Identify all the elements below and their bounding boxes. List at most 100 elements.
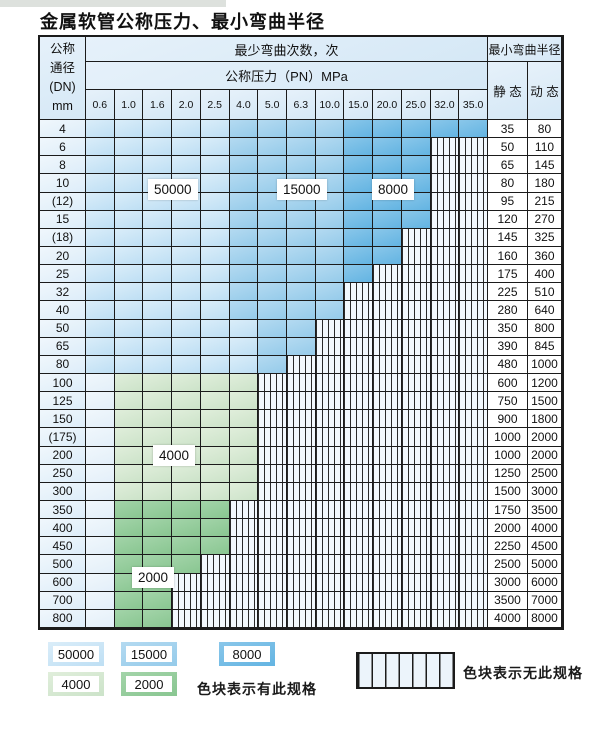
table-cell-g1 xyxy=(229,446,259,465)
pressure-tick: 6.3 xyxy=(286,90,316,120)
table-cell-b1 xyxy=(86,246,115,266)
table-cell-b2 xyxy=(229,210,259,229)
table-cell-b1 xyxy=(143,246,173,266)
dynamic-value: 2500 xyxy=(527,464,562,483)
table-cell-b2 xyxy=(286,210,316,229)
table-cell-b1 xyxy=(143,156,173,175)
row-dn-label: 15 xyxy=(40,210,86,229)
table-cell-g1 xyxy=(172,464,201,483)
table-cell-h xyxy=(258,573,287,592)
table-cell-h xyxy=(430,373,460,393)
table-cell-h xyxy=(373,482,402,501)
table-cell-g1 xyxy=(114,446,144,465)
table-cell-h xyxy=(286,555,316,574)
table-cell-b1 xyxy=(114,337,144,356)
table-cell-g1 xyxy=(172,392,201,411)
legend-swatch-4000: 4000 xyxy=(48,672,104,696)
table-cell-b3 xyxy=(344,120,374,139)
table-cell-b1 xyxy=(200,301,230,320)
table-cell-h xyxy=(430,519,460,538)
table-cell-b1 xyxy=(172,319,201,338)
legend-swatch-50000: 50000 xyxy=(48,642,104,666)
table-cell-x xyxy=(86,373,115,393)
table-cell-h xyxy=(344,537,374,556)
table-cell-h xyxy=(459,446,488,465)
table-cell-b1 xyxy=(114,210,144,229)
table-cell-g1 xyxy=(143,464,173,483)
table-cell-b1 xyxy=(172,265,201,284)
table-cell-g2 xyxy=(200,519,230,538)
pressure-tick: 1.6 xyxy=(143,90,173,120)
table-cell-b1 xyxy=(114,138,144,157)
table-cell-b2 xyxy=(258,156,287,175)
static-value: 1750 xyxy=(487,500,528,520)
static-value: 600 xyxy=(487,373,528,393)
table-cell-b2 xyxy=(286,246,316,266)
dynamic-value: 145 xyxy=(527,156,562,175)
header-static: 静 态 xyxy=(487,62,528,120)
table-cell-h xyxy=(401,355,431,374)
table-cell-h xyxy=(344,301,374,320)
legend-swatch-value: 4000 xyxy=(53,676,99,692)
table-cell-h xyxy=(373,519,402,538)
table-cell-b1 xyxy=(200,138,230,157)
table-cell-b1 xyxy=(114,120,144,139)
row-dn-label: 400 xyxy=(40,519,86,538)
table-cell-b1 xyxy=(114,174,144,193)
table-cell-g2 xyxy=(143,500,173,520)
table-cell-h xyxy=(286,609,316,628)
table-cell-h xyxy=(258,609,287,628)
table-cell-g1 xyxy=(114,428,144,447)
table-cell-g1 xyxy=(143,410,173,429)
table-cell-g1 xyxy=(172,373,201,393)
table-cell-b2 xyxy=(315,283,345,302)
table-cell-h xyxy=(315,591,345,610)
table-cell-b1 xyxy=(172,156,201,175)
static-value: 4000 xyxy=(487,609,528,628)
table-cell-h xyxy=(258,500,287,520)
row-dn-label: 20 xyxy=(40,246,86,266)
dynamic-value: 215 xyxy=(527,192,562,211)
static-value: 900 xyxy=(487,410,528,429)
table-cell-b3 xyxy=(430,120,460,139)
table-cell-h xyxy=(315,519,345,538)
table-cell-h xyxy=(430,591,460,610)
dynamic-value: 80 xyxy=(527,120,562,139)
table-cell-g2 xyxy=(143,609,173,628)
table-cell-h xyxy=(459,301,488,320)
table-cell-h xyxy=(459,591,488,610)
table-cell-b1 xyxy=(86,156,115,175)
table-cell-g2 xyxy=(114,537,144,556)
row-dn-label: 10 xyxy=(40,174,86,193)
table-cell-b2 xyxy=(229,246,259,266)
static-value: 145 xyxy=(487,228,528,247)
table-cell-h xyxy=(200,609,230,628)
dynamic-value: 4000 xyxy=(527,519,562,538)
table-cell-h xyxy=(344,446,374,465)
table-cell-h xyxy=(401,228,431,247)
table-cell-b3 xyxy=(373,210,402,229)
table-cell-h xyxy=(401,464,431,483)
dynamic-value: 270 xyxy=(527,210,562,229)
table-cell-h xyxy=(344,609,374,628)
table-cell-b1 xyxy=(114,283,144,302)
dynamic-value: 2000 xyxy=(527,446,562,465)
row-dn-label: 500 xyxy=(40,555,86,574)
table-cell-g1 xyxy=(172,410,201,429)
table-cell-b1 xyxy=(229,319,259,338)
table-cell-b1 xyxy=(200,319,230,338)
table-cell-b2 xyxy=(286,138,316,157)
table-cell-b1 xyxy=(200,120,230,139)
static-value: 95 xyxy=(487,192,528,211)
table-cell-b2 xyxy=(286,156,316,175)
table-cell-h xyxy=(229,573,259,592)
table-cell-h xyxy=(315,410,345,429)
table-cell-h xyxy=(459,537,488,556)
legend-absent-label: 色块表示无此规格 xyxy=(463,665,583,681)
table-cell-h xyxy=(373,355,402,374)
table-cell-b1 xyxy=(143,265,173,284)
table-cell-b1 xyxy=(200,246,230,266)
legend-swatch-2000: 2000 xyxy=(121,672,177,696)
pressure-tick: 10.0 xyxy=(315,90,345,120)
table-cell-g1 xyxy=(200,464,230,483)
